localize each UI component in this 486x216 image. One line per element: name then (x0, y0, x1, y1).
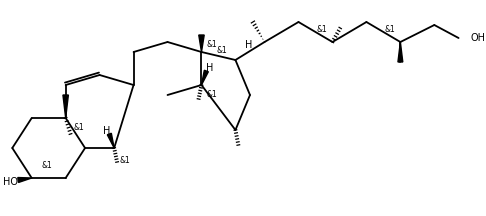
Text: HO: HO (3, 177, 18, 187)
Text: &1: &1 (119, 156, 130, 165)
Polygon shape (63, 95, 69, 118)
Text: &1: &1 (207, 40, 217, 49)
Text: OH: OH (470, 33, 485, 43)
Polygon shape (107, 133, 114, 148)
Polygon shape (202, 70, 208, 85)
Polygon shape (199, 35, 204, 52)
Text: H: H (103, 126, 110, 136)
Text: H: H (245, 40, 253, 50)
Polygon shape (18, 178, 32, 183)
Text: &1: &1 (41, 161, 52, 170)
Text: &1: &1 (207, 90, 217, 99)
Text: &1: &1 (385, 25, 396, 34)
Text: &1: &1 (317, 25, 328, 34)
Text: &1: &1 (73, 123, 84, 132)
Text: &1: &1 (217, 46, 227, 55)
Text: H: H (206, 63, 213, 73)
Polygon shape (398, 42, 403, 62)
